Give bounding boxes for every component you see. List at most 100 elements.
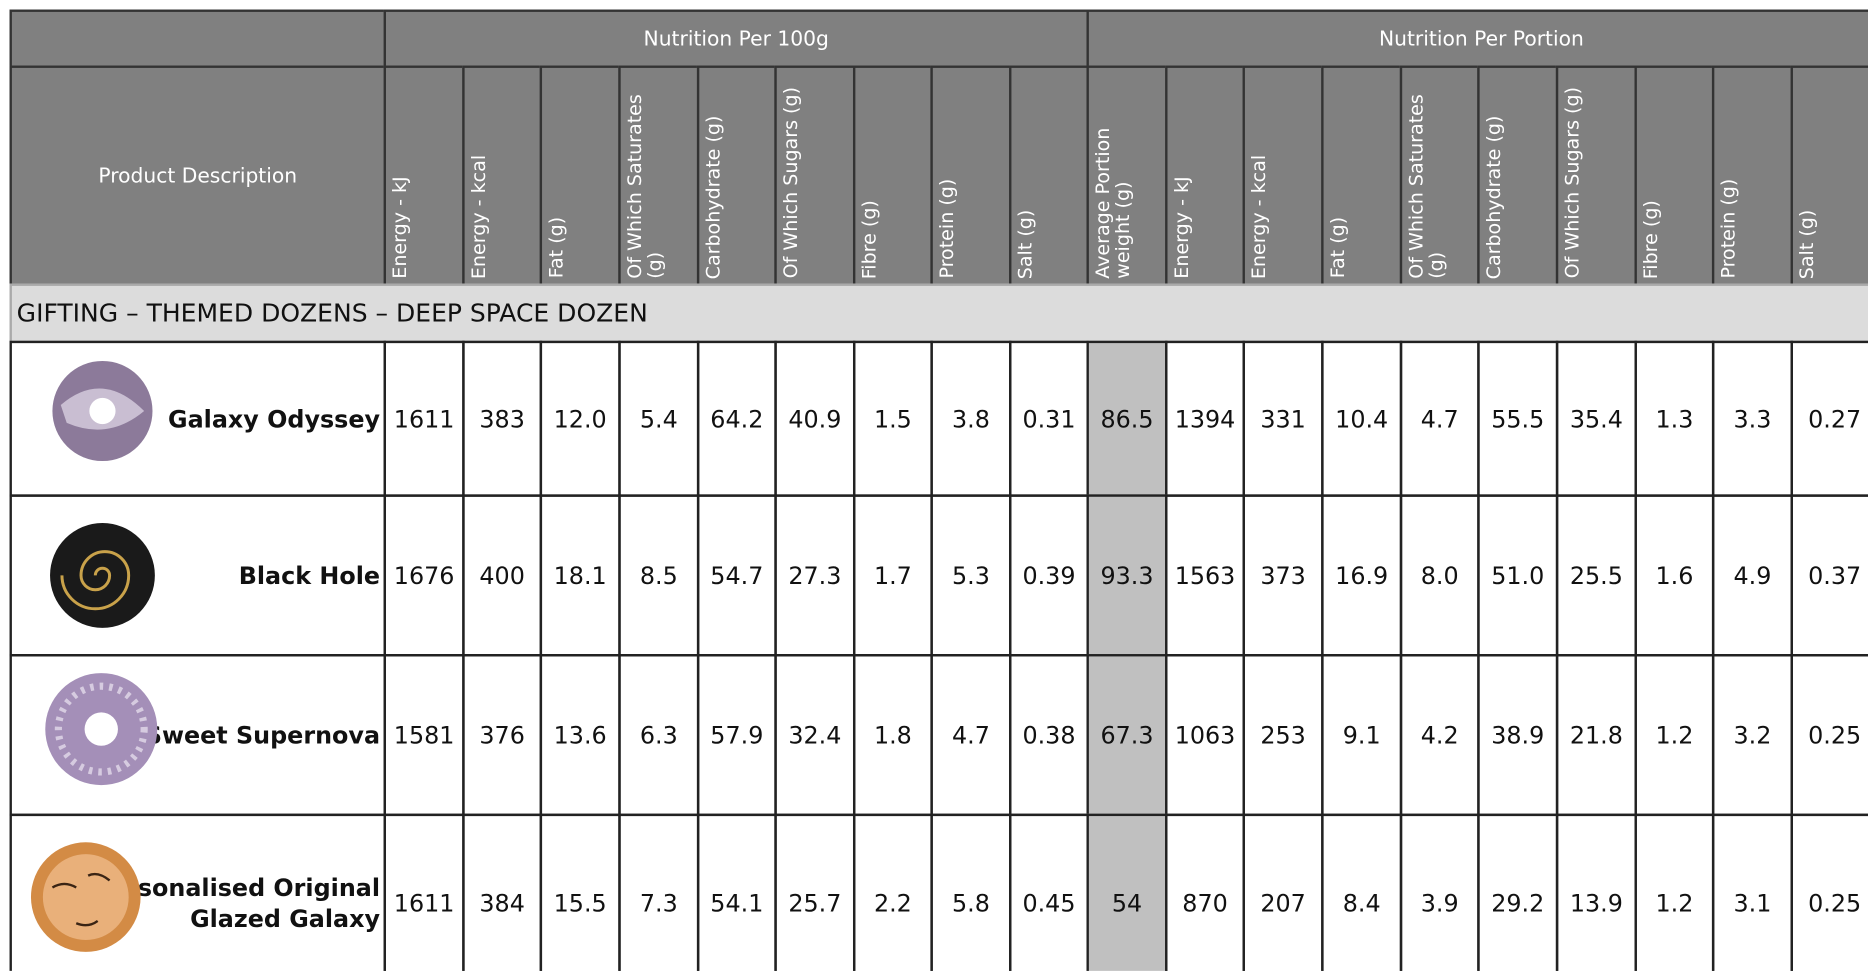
value-cell: 54.1: [696, 813, 777, 971]
value-cell: 870: [1165, 813, 1245, 971]
group-header: Nutrition Per Portion: [1086, 9, 1868, 68]
value-cell: 0.45: [1009, 813, 1089, 971]
value-cell-text: 1.3: [1655, 404, 1694, 434]
value-cell: 5.3: [930, 494, 1012, 657]
value-cell-text: 8.4: [1342, 888, 1381, 917]
value-cell-text: 207: [1260, 888, 1306, 917]
value-cell: 13.9: [1555, 813, 1637, 971]
column-header: Protein (g): [1711, 65, 1793, 286]
column-header: Energy - kcal: [462, 65, 543, 286]
value-cell: 3.3: [1711, 340, 1793, 497]
value-cell-text: 9.1: [1342, 720, 1381, 750]
value-cell-text: 29.2: [1491, 888, 1545, 917]
value-cell-text: 8.5: [639, 561, 678, 590]
value-cell-text: 384: [479, 888, 525, 917]
value-cell-text: 18.1: [553, 561, 607, 590]
value-cell: 0.38: [1009, 654, 1089, 817]
value-cell-text: 6.3: [639, 720, 678, 750]
value-cell-text: 93.3: [1100, 561, 1154, 590]
value-cell-text: 376: [479, 720, 525, 750]
value-cell-text: 1.7: [873, 561, 912, 590]
value-cell: 4.7: [1399, 340, 1480, 497]
column-header: Of Which Sugars (g): [1555, 65, 1637, 286]
value-cell-text: 15.5: [553, 888, 607, 917]
value-cell-text: 1.6: [1655, 561, 1694, 590]
column-header: Energy - kJ: [383, 65, 465, 286]
column-header-text: Salt (g): [1795, 209, 1818, 279]
value-cell: 383: [462, 340, 543, 497]
value-cell: 3.9: [1399, 813, 1480, 971]
column-header-text: Fibre (g): [1639, 199, 1662, 279]
value-cell: 1.7: [852, 494, 933, 657]
column-header-text: Salt (g): [1013, 209, 1037, 279]
value-cell-text: 3.8: [951, 404, 990, 434]
column-header: Salt (g): [1790, 65, 1868, 286]
column-header: Fibre (g): [852, 65, 933, 286]
value-cell-text: 1563: [1174, 561, 1236, 590]
value-cell-text: 16.9: [1335, 561, 1389, 590]
group-header: Nutrition Per 100g: [383, 9, 1089, 68]
value-cell: 67.3: [1086, 654, 1168, 817]
value-cell: 9.1: [1321, 654, 1403, 817]
group-header-text: Nutrition Per 100g: [643, 26, 829, 51]
value-cell-text: 1063: [1174, 720, 1236, 750]
column-header: Average Portion weight (g): [1086, 65, 1168, 286]
value-cell: 4.2: [1399, 654, 1480, 817]
value-cell: 1.2: [1634, 654, 1715, 817]
value-cell: 38.9: [1477, 654, 1559, 817]
value-cell: 93.3: [1086, 494, 1168, 657]
value-cell-text: 27.3: [788, 561, 842, 590]
column-header-text: Of Which Saturates (g): [623, 94, 666, 279]
value-cell: 27.3: [774, 494, 856, 657]
value-cell: 400: [462, 494, 543, 657]
product-image: [50, 522, 155, 628]
value-cell-text: 51.0: [1491, 561, 1545, 590]
value-cell: 5.4: [618, 340, 700, 497]
value-cell-text: 5.4: [639, 404, 678, 434]
value-cell: 1581: [383, 654, 465, 817]
value-cell: 10.4: [1321, 340, 1403, 497]
value-cell: 3.8: [930, 340, 1012, 497]
column-header-text: Of Which Sugars (g): [779, 87, 802, 279]
value-cell-text: 13.9: [1569, 888, 1623, 917]
product-name-text: Sweet Supernova: [144, 720, 381, 750]
value-cell-text: 5.3: [951, 561, 990, 590]
value-cell: 1611: [383, 813, 465, 971]
value-cell-text: 25.7: [788, 888, 842, 917]
product-name: Sweet Supernova: [9, 654, 386, 817]
value-cell: 57.9: [696, 654, 777, 817]
value-cell-text: 0.45: [1022, 888, 1076, 917]
value-cell: 8.0: [1399, 494, 1480, 657]
value-cell-text: 21.8: [1569, 720, 1623, 750]
value-cell-text: 0.27: [1808, 404, 1862, 434]
value-cell-text: 8.0: [1420, 561, 1459, 590]
value-cell: 0.37: [1790, 494, 1868, 657]
value-cell: 253: [1242, 654, 1324, 817]
column-header: Carbohydrate (g): [1477, 65, 1559, 286]
value-cell: 4.7: [930, 654, 1012, 817]
value-cell: 12.0: [539, 340, 621, 497]
value-cell-text: 1.2: [1655, 888, 1694, 917]
value-cell: 8.4: [1321, 813, 1403, 971]
section-row-text: GIFTING – THEMED DOZENS – DEEP SPACE DOZ…: [16, 299, 648, 328]
value-cell-text: 1611: [393, 888, 455, 917]
product-name-text: Black Hole: [238, 561, 381, 590]
value-cell-text: 1676: [393, 561, 455, 590]
value-cell-text: 40.9: [788, 404, 842, 434]
section-row: GIFTING – THEMED DOZENS – DEEP SPACE DOZ…: [9, 283, 1868, 344]
product-header: Product Description: [9, 65, 386, 286]
column-header: Energy - kcal: [1242, 65, 1324, 286]
column-header-text: Fat (g): [544, 217, 568, 279]
value-cell: 1.5: [852, 340, 933, 497]
column-header: Of Which Sugars (g): [774, 65, 856, 286]
value-cell-text: 0.25: [1808, 720, 1862, 750]
value-cell: 51.0: [1477, 494, 1559, 657]
value-cell: 0.31: [1009, 340, 1089, 497]
column-header-text: Of Which Saturates (g): [1404, 94, 1448, 279]
value-cell: 5.8: [930, 813, 1012, 971]
value-cell: 0.25: [1790, 654, 1868, 817]
value-cell-text: 5.8: [951, 888, 990, 917]
value-cell-text: 86.5: [1100, 404, 1154, 434]
value-cell: 18.1: [539, 494, 621, 657]
value-cell-text: 0.37: [1808, 561, 1862, 590]
